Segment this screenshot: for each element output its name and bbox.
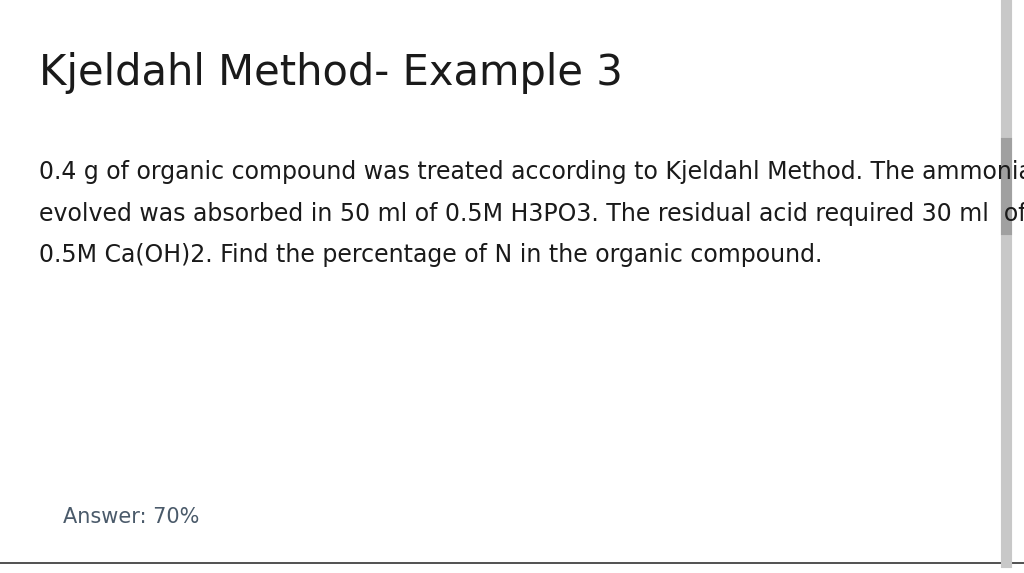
Text: evolved was absorbed in 50 ml of 0.5M H3PO3. The residual acid required 30 ml  o: evolved was absorbed in 50 ml of 0.5M H3… [39,202,1024,226]
Text: 0.5M Ca(OH)2. Find the percentage of N in the organic compound.: 0.5M Ca(OH)2. Find the percentage of N i… [39,243,822,267]
Text: 0.4 g of organic compound was treated according to Kjeldahl Method. The ammonia: 0.4 g of organic compound was treated ac… [39,160,1024,185]
Text: Answer: 70%: Answer: 70% [63,507,200,527]
Text: Kjeldahl Method- Example 3: Kjeldahl Method- Example 3 [39,52,623,93]
